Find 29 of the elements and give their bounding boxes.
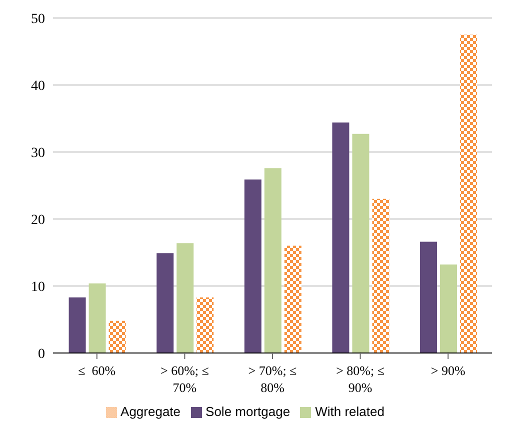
bar <box>332 122 350 353</box>
x-tick-label: ≤ 60% <box>78 363 116 378</box>
legend-label: Sole mortgage <box>206 404 290 419</box>
bar <box>460 34 478 353</box>
x-tick-label: > 70%; ≤ 80% <box>248 363 297 395</box>
x-tick-label: > 60%; ≤ 70% <box>160 363 209 395</box>
bar <box>264 168 282 353</box>
bar <box>108 320 126 353</box>
bar <box>68 297 86 353</box>
bar <box>176 243 194 353</box>
x-tick-label: > 80%; ≤ 90% <box>336 363 385 395</box>
bar <box>284 246 302 353</box>
y-tick-label: 0 <box>38 346 45 362</box>
y-tick-label: 10 <box>31 280 45 295</box>
x-tick-label: > 90% <box>430 363 466 378</box>
bar <box>196 297 214 353</box>
bar <box>352 134 370 353</box>
bar <box>88 283 106 353</box>
legend-label: With related <box>315 404 384 419</box>
y-tick-label: 30 <box>31 146 45 161</box>
bar <box>440 264 458 353</box>
bar <box>420 242 438 353</box>
bar <box>156 253 174 353</box>
bar <box>244 179 262 353</box>
y-tick-label: 50 <box>31 12 45 27</box>
bar <box>372 198 390 353</box>
y-tick-label: 40 <box>31 78 45 94</box>
legend-label: Aggregate <box>120 404 181 419</box>
y-tick-label: 20 <box>31 212 45 228</box>
